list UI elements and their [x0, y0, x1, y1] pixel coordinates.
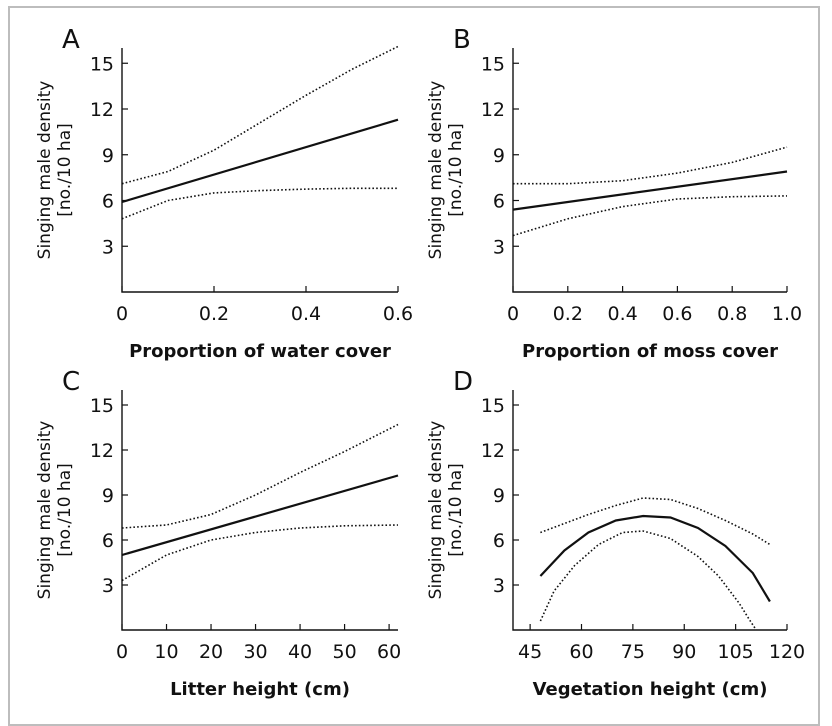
panel-label: D: [453, 367, 473, 397]
panel-label: B: [453, 25, 471, 55]
y-axis-label: Singing male density: [35, 81, 55, 260]
y-axis-label: [no./10 ha]: [55, 463, 75, 557]
y-axis-label: Singing male density: [426, 421, 446, 600]
x-axis-label: Proportion of water cover: [129, 341, 391, 362]
y-axis-label: Singing male density: [35, 421, 55, 600]
x-tick-label: 0.4: [607, 303, 637, 325]
y-axis-label: [no./10 ha]: [446, 463, 466, 557]
y-tick-label: 6: [102, 530, 114, 552]
x-tick-label: 0.4: [291, 303, 321, 325]
y-tick-label: 15: [481, 53, 505, 75]
y-tick-label: 9: [102, 485, 114, 507]
y-tick-label: 3: [102, 236, 114, 258]
x-axis-label: Vegetation height (cm): [533, 679, 768, 700]
x-tick-label: 40: [288, 641, 312, 663]
x-tick-label: 0: [116, 303, 128, 325]
x-tick-label: 120: [769, 641, 805, 663]
y-tick-label: 12: [90, 440, 114, 462]
x-axis-label: Litter height (cm): [170, 679, 350, 700]
confidence-bound-line: [121, 423, 399, 529]
x-tick-label: 0: [116, 641, 128, 663]
confidence-bound-line: [513, 146, 788, 185]
confidence-bound-line: [512, 195, 788, 237]
fitted-line: [539, 514, 771, 603]
y-tick-label: 3: [493, 236, 505, 258]
x-axis-label: Proportion of moss cover: [522, 341, 778, 362]
panel-label: A: [62, 25, 80, 55]
axes-frame: [121, 48, 398, 293]
y-axis-label: [no./10 ha]: [446, 123, 466, 217]
multi-panel-figure: A 3 6 9 12 15 0 0.2 0.4 0.6 Proportion of water co…: [35, 25, 805, 700]
y-tick-label: 15: [481, 395, 505, 417]
x-tick-label: 60: [377, 641, 401, 663]
x-tick-label: 30: [243, 641, 267, 663]
chart-panel-a: A 3 6 9 12 15 0 0.2 0.4 0.6 Proportion of water co…: [35, 25, 413, 362]
y-axis-label: Singing male density: [426, 81, 446, 260]
x-tick-label: 0.6: [383, 303, 413, 325]
y-tick-label: 12: [481, 99, 505, 121]
y-tick-label: 6: [102, 191, 114, 213]
confidence-bound-line: [121, 187, 398, 220]
confidence-bound-line: [121, 45, 399, 185]
x-tick-label: 0.2: [199, 303, 229, 325]
fitted-line: [121, 118, 399, 204]
y-tick-label: 9: [493, 145, 505, 167]
x-tick-label: 50: [332, 641, 356, 663]
x-tick-label: 10: [154, 641, 178, 663]
panel-label: C: [62, 367, 80, 397]
x-tick-label: 0: [507, 303, 519, 325]
x-tick-label: 90: [672, 641, 696, 663]
y-tick-label: 3: [102, 575, 114, 597]
x-tick-label: 0.2: [553, 303, 583, 325]
confidence-bound-line: [540, 497, 771, 546]
fitted-line: [121, 474, 399, 557]
chart-panel-b: B 3 6 9 12 15 0 0.2 0.4 0.6 0.8 1.0 Proportion of mo…: [426, 25, 802, 362]
axes-frame: [512, 390, 787, 631]
x-tick-label: 0.6: [662, 303, 692, 325]
y-tick-label: 15: [90, 53, 114, 75]
y-tick-label: 12: [90, 99, 114, 121]
x-tick-label: 1.0: [772, 303, 802, 325]
y-tick-label: 9: [102, 145, 114, 167]
y-tick-label: 15: [90, 395, 114, 417]
confidence-bound-line: [121, 524, 399, 582]
x-tick-label: 45: [518, 641, 542, 663]
axes-frame: [512, 48, 787, 293]
y-tick-label: 12: [481, 440, 505, 462]
y-tick-label: 3: [493, 575, 505, 597]
x-tick-label: 0.8: [717, 303, 747, 325]
axes-frame: [121, 390, 398, 631]
x-tick-label: 60: [569, 641, 593, 663]
y-axis-label: [no./10 ha]: [55, 123, 75, 217]
y-tick-label: 6: [493, 530, 505, 552]
fitted-line: [512, 170, 788, 211]
x-tick-label: 105: [717, 641, 753, 663]
x-tick-label: 75: [621, 641, 645, 663]
y-tick-label: 6: [493, 191, 505, 213]
chart-panel-c: C 3 6 9 12 15 0 10 20 30 40 50 60 Litter height (cm) S…: [35, 367, 401, 700]
y-tick-label: 9: [493, 485, 505, 507]
x-tick-label: 20: [199, 641, 223, 663]
